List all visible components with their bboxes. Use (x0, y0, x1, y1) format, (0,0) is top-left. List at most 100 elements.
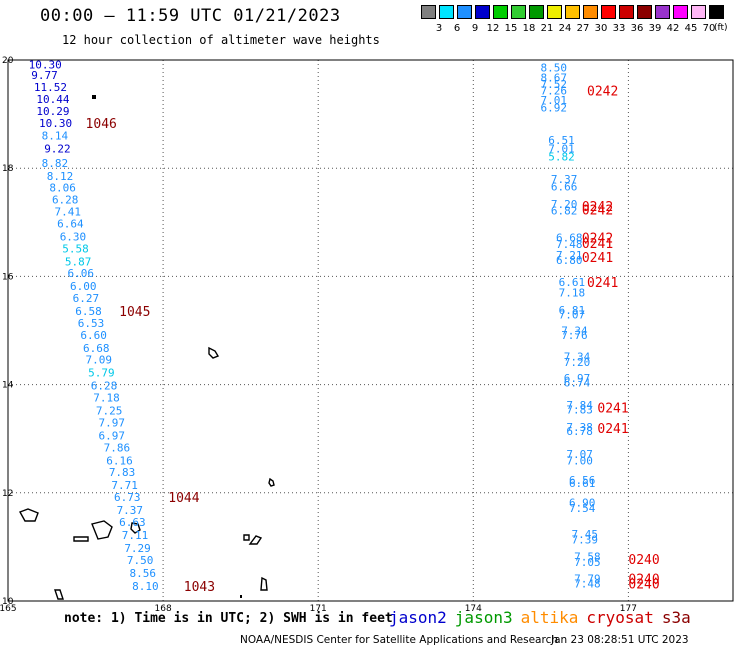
wave-height-value: 7.37 (551, 173, 578, 186)
wave-height-value: 6.64 (57, 217, 84, 230)
legend-swatch (673, 5, 688, 19)
legend-swatch (601, 5, 616, 19)
wave-height-value: 7.58 (574, 551, 601, 564)
legend-bin-label: 24 (558, 23, 572, 34)
legend-swatch (475, 5, 490, 19)
wave-height-value: 8.06 (49, 182, 76, 195)
legend-swatch (547, 5, 562, 19)
footnote: note: 1) Time is in UTC; 2) SWH is in fe… (64, 611, 393, 626)
legend-unit-label: (ft) (714, 23, 728, 33)
chart-title: 00:00 – 11:59 UTC 01/21/2023 (40, 6, 341, 26)
legend-swatch (637, 5, 652, 19)
island-shape (208, 346, 220, 359)
wave-height-value: 7.18 (93, 392, 120, 405)
x-tick-label: 174 (465, 604, 482, 614)
satellite-legend-entry: altika (520, 608, 579, 627)
wave-height-value: 6.28 (91, 380, 118, 393)
wave-height-value: 6.81 (559, 304, 586, 317)
wave-height-value: 10.30 (39, 117, 72, 130)
wave-height-value: 6.68 (83, 342, 110, 355)
legend-bin-label: 18 (522, 23, 536, 34)
pass-number-label: 0242 (582, 200, 613, 215)
wave-height-value: 7.86 (104, 441, 130, 454)
pass-number-label: 0240 (628, 553, 659, 568)
legend-bin-label: 15 (504, 23, 518, 34)
wave-height-value: 7.05 (574, 556, 601, 569)
wave-height-value: 7.38 (566, 421, 593, 434)
legend-swatch (439, 5, 454, 19)
wave-height-value: 7.48 (556, 238, 583, 251)
wave-height-value: 7.48 (574, 578, 601, 591)
wave-height-value: 9.22 (44, 143, 71, 156)
islands (18, 95, 275, 600)
y-tick-label: 12 (2, 489, 13, 499)
wave-height-value: 6.06 (67, 267, 94, 280)
wave-height-value: 6.80 (556, 254, 583, 267)
wave-height-value: 8.82 (42, 157, 68, 170)
legend-swatch (565, 5, 580, 19)
island-shape (240, 595, 242, 598)
wave-height-value: 11.52 (34, 81, 67, 94)
wave-height-value: 10.29 (36, 105, 69, 118)
wave-height-value: 7.34 (564, 350, 591, 363)
wave-height-value: 5.82 (548, 150, 575, 163)
wave-height-value: 7.20 (551, 198, 578, 211)
credit-line: NOAA/NESDIS Center for Satellite Applica… (240, 634, 558, 646)
legend-bin-label: 9 (471, 23, 479, 34)
pass-number-label: 1044 (168, 491, 199, 506)
legend-bin-label: 30 (594, 23, 608, 34)
wave-height-value: 6.27 (73, 292, 100, 305)
pass-number-label: 0241 (587, 276, 618, 291)
legend-bin-label: 12 (486, 23, 500, 34)
legend-swatch (421, 5, 436, 19)
wave-height-value: 7.07 (566, 448, 593, 461)
wave-height-value: 6.30 (60, 230, 86, 243)
wave-height-value: 8.10 (132, 580, 159, 593)
pass-number-label: 0242 (582, 203, 613, 218)
wave-height-value: 9.77 (31, 69, 58, 82)
legend-bin-label: 42 (666, 23, 680, 34)
legend-bin-label: 36 (630, 23, 644, 34)
wave-height-value: 6.90 (569, 497, 596, 510)
x-tick-label: 165 (0, 604, 17, 614)
legend-bin-label: 3 (435, 23, 443, 34)
pass-number-label: 0242 (582, 231, 613, 246)
wave-height-value: 8.56 (129, 567, 156, 580)
pass-number-label: 1045 (119, 305, 150, 320)
pass-number-label: 0240 (628, 572, 659, 587)
wave-height-value: 7.18 (559, 287, 586, 300)
wave-height-value: 7.50 (127, 554, 154, 567)
island-shape (260, 576, 268, 591)
legend-swatch (511, 5, 526, 19)
legend-swatch (709, 5, 724, 19)
wave-height-value: 5.87 (65, 255, 92, 268)
x-tick-label: 171 (310, 604, 327, 614)
wave-height-value: 5.58 (62, 242, 89, 255)
wave-height-value: 6.58 (75, 305, 102, 318)
y-tick-label: 20 (2, 56, 14, 66)
legend-swatch (457, 5, 472, 19)
data-points: 10.309.7711.5210.4410.2910.308.149.228.8… (29, 58, 601, 593)
y-tick-label: 14 (2, 381, 14, 391)
wave-height-value: 6.74 (564, 376, 591, 389)
pass-number-label: 0242 (587, 84, 618, 99)
legend-bin-label: 27 (576, 23, 590, 34)
wave-height-value: 6.73 (114, 491, 141, 504)
pass-number-label: 0241 (582, 237, 613, 252)
wave-height-value: 7.83 (566, 403, 593, 416)
wave-height-value: 7.11 (122, 529, 148, 542)
legend-bin-label: 6 (453, 23, 461, 34)
wave-height-value: 8.67 (541, 71, 568, 84)
pass-number-label: 0241 (597, 401, 628, 416)
wave-height-value: 6.00 (70, 280, 97, 293)
wave-height-value: 7.01 (541, 94, 568, 107)
wave-height-value: 6.28 (52, 194, 79, 207)
wave-height-value: 6.61 (569, 477, 596, 490)
chart-subtitle: 12 hour collection of altimeter wave hei… (62, 33, 380, 47)
wave-height-value: 6.97 (98, 429, 125, 442)
wave-height-value: 6.97 (564, 372, 591, 385)
wave-height-value: 7.29 (124, 542, 151, 555)
legend-swatch (529, 5, 544, 19)
wave-height-value: 7.41 (55, 205, 82, 218)
island-shape (92, 95, 96, 99)
